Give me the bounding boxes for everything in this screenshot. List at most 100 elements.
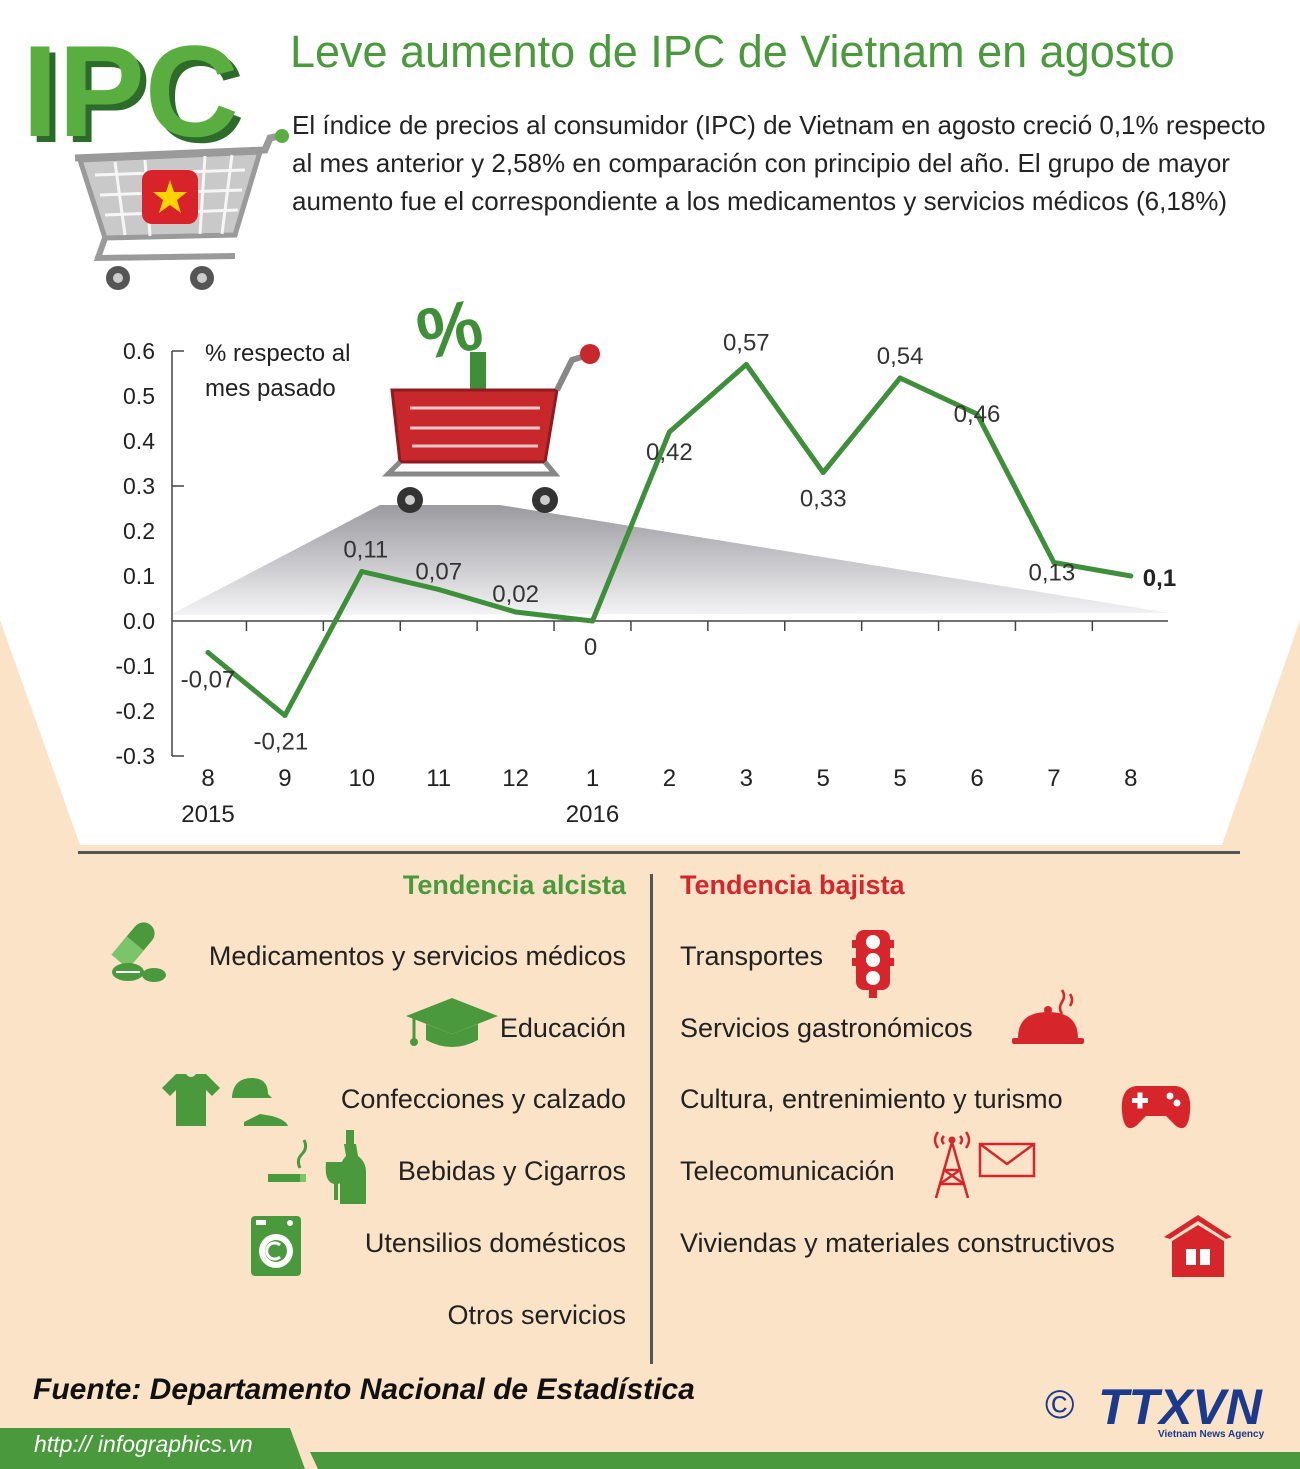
graduation-cap-icon <box>406 998 498 1047</box>
data-point <box>820 470 826 475</box>
trend-down-item-culture: Cultura, entrenimiento y turismo <box>680 1084 1063 1114</box>
x-tick-label: 12 <box>502 765 529 792</box>
bottle-cigarette-icon <box>268 1130 366 1204</box>
x-tick-label: 8 <box>1124 765 1137 792</box>
data-point <box>359 569 365 574</box>
ipc-logo-letters: IPC IPC <box>22 18 245 170</box>
y-axis-label-line: % respecto al <box>205 340 350 367</box>
y-tick-labels: 0.6 0.5 0.4 0.3 0.2 0.1 0.0 -0.1 -0.2 -0.3 <box>115 338 155 769</box>
x-tick-label: 5 <box>817 765 830 792</box>
data-label: 0,54 <box>877 343 924 370</box>
data-point <box>1051 560 1057 565</box>
x-tick-label: 6 <box>970 765 983 792</box>
source-note: Fuente: Departamento Nacional de Estadís… <box>33 1373 695 1406</box>
trend-down-item-housing: Viviendas y materiales constructivos <box>680 1228 1115 1258</box>
data-label: 0,57 <box>723 330 770 357</box>
cart-shadow <box>170 505 1170 615</box>
x-tick-label: 7 <box>1047 765 1060 792</box>
trend-up-item-other: Otros servicios <box>447 1300 626 1330</box>
x-tick-label: 9 <box>278 765 291 792</box>
svg-text:Vietnam News Agency: Vietnam News Agency <box>1158 1429 1265 1440</box>
trend-down-item-transport: Transportes <box>680 941 824 971</box>
data-label: 0,07 <box>415 559 462 586</box>
y-tick-label: -0.2 <box>115 698 155 724</box>
svg-text:TTXVN: TTXVN <box>1098 1380 1263 1435</box>
y-tick-label: 0.6 <box>123 338 155 364</box>
trend-up-item-clothing: Confecciones y calzado <box>340 1084 626 1114</box>
data-label: -0,21 <box>254 729 309 756</box>
upward-trend-title: Tendencia alcista <box>402 870 626 900</box>
house-icon <box>1164 1215 1232 1277</box>
data-point <box>282 713 288 718</box>
x-tick-label: 10 <box>348 765 375 792</box>
x-tick-label: 5 <box>893 765 906 792</box>
y-tick-label: 0.0 <box>123 608 155 634</box>
y-axis-label: % respecto al mes pasado <box>205 340 350 402</box>
x-year-label: 2016 <box>566 801 619 828</box>
antenna-envelope-icon <box>933 1131 1036 1199</box>
data-point <box>897 375 903 381</box>
ttxvn-logo: TTXVN Vietnam News Agency <box>1098 1380 1265 1440</box>
data-label: 0,13 <box>1029 560 1076 587</box>
ipc-cart-logo: IPC IPC <box>22 18 289 290</box>
data-point <box>743 362 749 367</box>
data-point <box>666 429 672 435</box>
data-point <box>1128 573 1134 579</box>
trend-up-item-medicines: Medicamentos y servicios médicos <box>208 941 626 971</box>
data-label: -0,07 <box>181 667 236 694</box>
series-line <box>205 362 1134 718</box>
washing-machine-icon <box>251 1216 301 1276</box>
red-cart-percent-icon: % <box>381 284 600 513</box>
website-link[interactable]: http:// infographics.vn <box>34 1431 253 1457</box>
data-point <box>205 650 211 655</box>
x-year-label: 2015 <box>181 801 234 828</box>
y-tick-label: 0.4 <box>123 428 155 454</box>
data-point <box>974 411 980 417</box>
data-labels: -0,07 -0,21 0,11 0,07 0,02 0 0,42 0,57 0,33 0,54 0… <box>181 330 1177 756</box>
y-tick-label: 0.2 <box>123 518 155 544</box>
gamepad-icon <box>1121 1086 1191 1129</box>
y-tick-label: 0.5 <box>123 383 155 409</box>
data-label: 0 <box>584 634 597 661</box>
data-label: 0,11 <box>343 537 388 564</box>
x-tick-label: 1 <box>586 765 599 792</box>
data-point <box>590 618 595 624</box>
y-tick-label: -0.3 <box>115 743 155 769</box>
downward-trend-title: Tendencia bajista <box>680 870 905 900</box>
cpi-line-chart: % 0.6 0.5 0.4 0.3 0.2 0.1 0.0 -0.1 -0.2 -0.3 % re… <box>115 284 1177 828</box>
trend-down-item-telecom: Telecomunicación <box>680 1156 895 1186</box>
data-label: 0,42 <box>646 439 693 466</box>
trend-down-item-food: Servicios gastronómicos <box>680 1013 973 1043</box>
data-label: 0,33 <box>800 486 847 513</box>
horizontal-divider <box>78 851 1240 854</box>
y-axis-label-line: mes pasado <box>205 375 336 402</box>
logo-text-shadow: IPC <box>28 24 245 170</box>
x-tick-label: 11 <box>426 765 451 792</box>
intro-text: El índice de precios al consumidor (IPC)… <box>292 110 1266 216</box>
logo-text: IPC <box>22 18 239 164</box>
y-tick-label: -0.1 <box>115 653 155 679</box>
trend-up-item-education: Educación <box>499 1013 626 1043</box>
data-point <box>513 609 519 615</box>
x-tick-label: 8 <box>201 765 214 792</box>
x-tick-label: 2 <box>663 765 676 792</box>
vertical-divider <box>650 874 653 1364</box>
y-tick-label: 0.3 <box>123 473 155 499</box>
data-label: 0,02 <box>492 581 539 608</box>
food-cloche-icon <box>1012 989 1084 1044</box>
vietnam-flag-icon <box>142 170 198 224</box>
traffic-light-icon <box>852 930 894 998</box>
clothing-icon <box>162 1074 288 1126</box>
data-label: 0,46 <box>954 401 1001 428</box>
y-tick-label: 0.1 <box>123 563 155 589</box>
data-label: 0,1 <box>1143 565 1176 592</box>
trend-up-item-household: Utensilios domésticos <box>364 1228 626 1258</box>
pill-icon <box>111 922 166 982</box>
trend-up-item-beverages: Bebidas y Cigarros <box>397 1156 626 1186</box>
x-tick-label: 3 <box>740 765 753 792</box>
page-title: Leve aumento de IPC de Vietnam en agosto <box>290 26 1175 77</box>
data-point <box>436 587 442 592</box>
copyright-symbol: © <box>1045 1383 1075 1427</box>
